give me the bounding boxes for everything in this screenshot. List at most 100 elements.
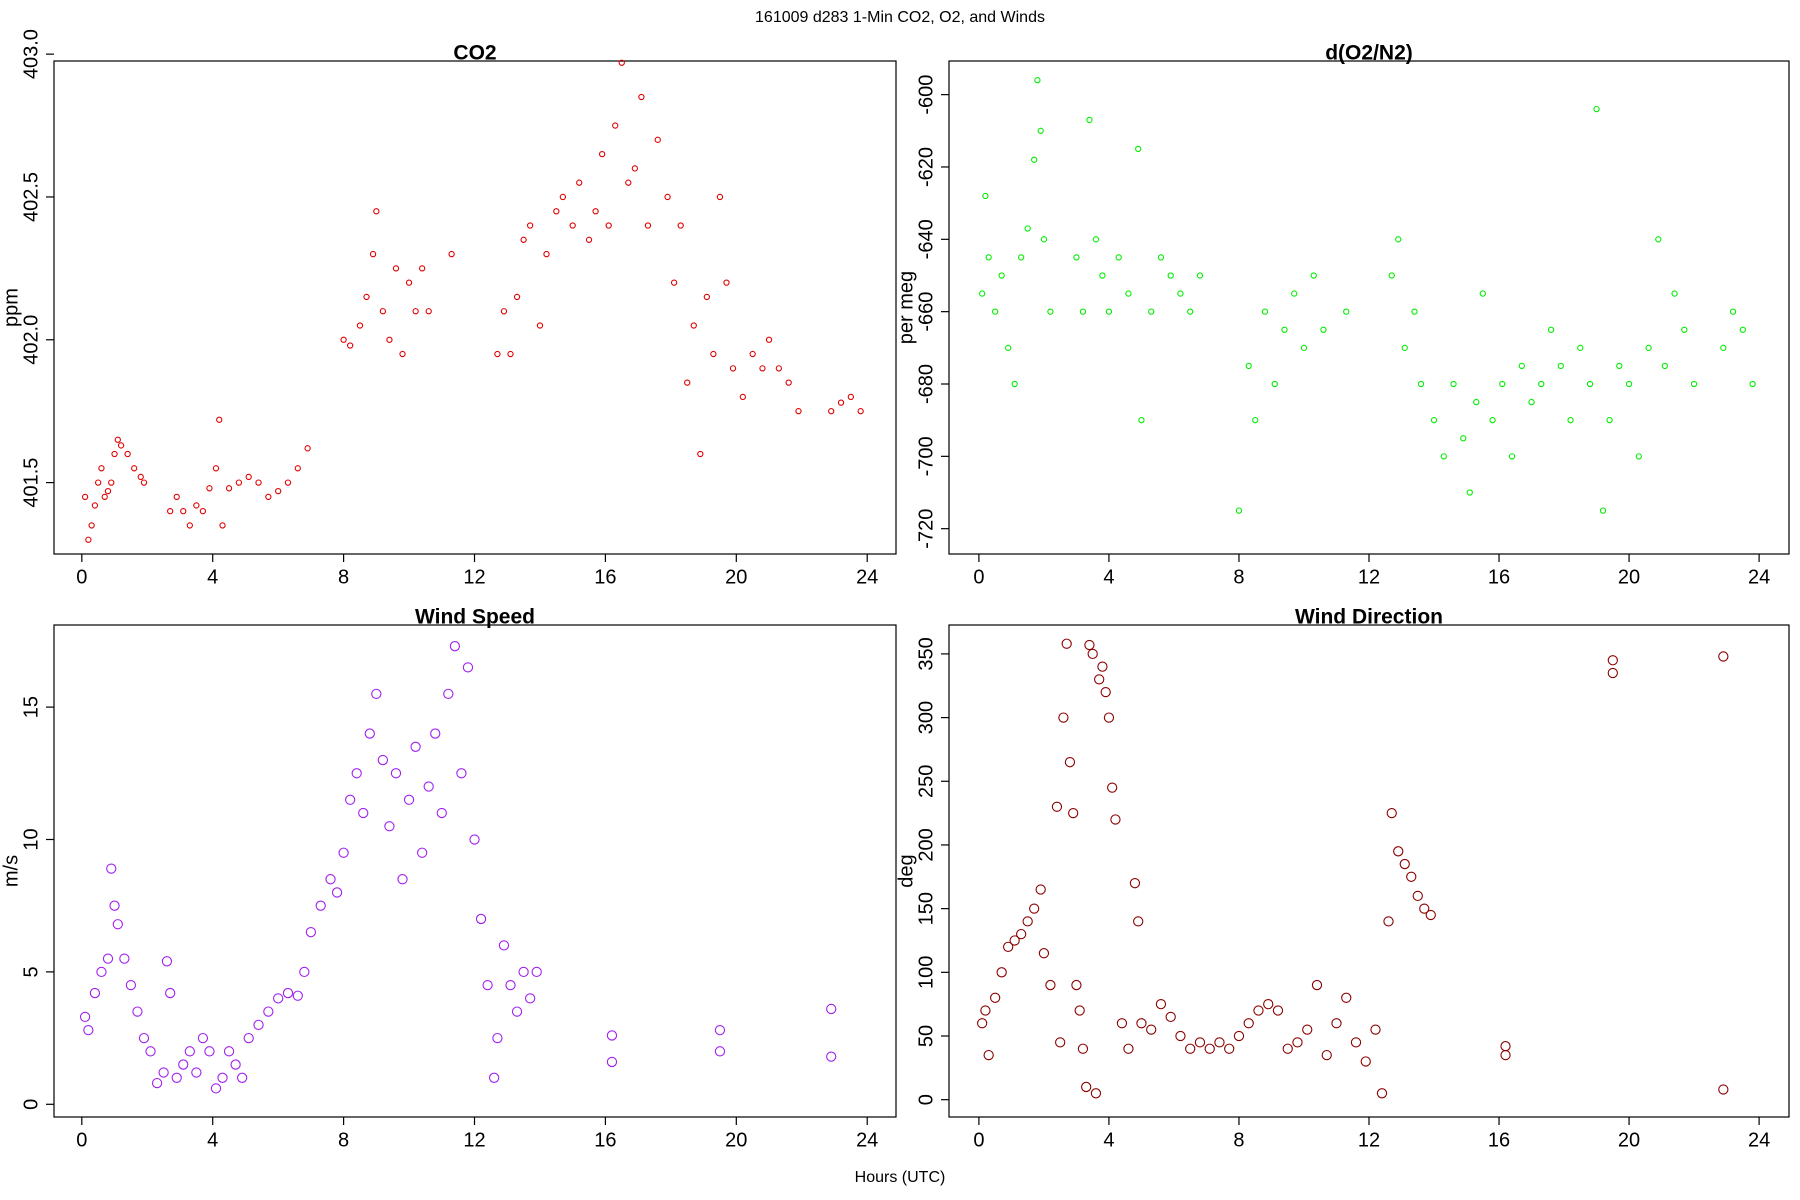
data-point	[1489, 417, 1496, 424]
data-point	[1040, 236, 1048, 243]
data-point	[384, 821, 395, 832]
data-point	[990, 992, 1001, 1003]
data-point	[612, 122, 619, 129]
data-point	[347, 342, 354, 349]
data-point	[826, 1051, 837, 1062]
data-point	[507, 350, 514, 358]
data-point	[131, 465, 138, 472]
x-tick-label: 16	[594, 566, 616, 588]
data-point	[1406, 871, 1417, 882]
data-point	[1466, 489, 1473, 496]
data-point	[140, 479, 148, 486]
data-point	[1261, 308, 1269, 315]
data-point	[1064, 757, 1076, 768]
data-point	[1165, 1011, 1176, 1023]
y-tick-label: -680	[915, 364, 937, 404]
data-point	[109, 900, 120, 911]
data-point	[392, 265, 400, 272]
data-point	[1024, 225, 1031, 232]
data-point	[1321, 1049, 1332, 1061]
x-tick-label: 12	[1358, 1129, 1380, 1151]
data-point	[765, 336, 773, 343]
y-tick-label: 100	[915, 956, 937, 989]
data-point	[305, 927, 317, 938]
data-point	[325, 874, 336, 885]
data-point	[412, 308, 419, 315]
data-point	[1103, 712, 1115, 723]
data-point	[759, 365, 766, 372]
data-point	[1518, 362, 1525, 370]
data-point	[1311, 979, 1323, 991]
data-point	[1401, 344, 1408, 351]
data-point	[265, 493, 272, 501]
data-point	[85, 536, 92, 543]
data-point	[1038, 948, 1050, 959]
data-point	[101, 493, 108, 501]
data-point	[235, 479, 243, 486]
y-tick-label: 403.0	[20, 29, 42, 79]
data-point	[1263, 999, 1274, 1010]
data-point	[598, 150, 606, 158]
data-point	[1538, 380, 1545, 388]
x-tick-label: 12	[463, 566, 485, 588]
data-point	[644, 222, 652, 229]
data-point	[448, 250, 455, 258]
data-point	[1599, 507, 1607, 514]
data-point	[167, 508, 174, 515]
data-point	[1204, 1043, 1215, 1054]
data-point	[158, 1067, 169, 1078]
data-point	[364, 728, 375, 739]
data-point	[498, 940, 510, 951]
data-point	[284, 479, 292, 486]
data-point	[79, 1011, 91, 1023]
data-point	[1419, 903, 1430, 914]
data-point	[775, 365, 782, 372]
data-point	[1440, 453, 1447, 460]
data-point	[828, 408, 835, 415]
x-tick-label: 4	[207, 1129, 218, 1151]
y-tick-label: 402.5	[20, 172, 42, 222]
data-point	[151, 1077, 163, 1089]
data-point	[723, 279, 730, 286]
data-point	[184, 1046, 195, 1057]
data-point	[1425, 909, 1436, 921]
data-point	[553, 208, 560, 215]
data-point	[390, 768, 402, 779]
y-tick-label: -600	[915, 75, 937, 115]
data-point	[1029, 903, 1040, 914]
data-point	[1177, 290, 1184, 297]
data-point	[98, 465, 105, 472]
y-tick-label: -660	[915, 292, 937, 332]
data-point	[1235, 507, 1243, 514]
data-point	[1508, 453, 1516, 460]
data-point	[1430, 417, 1438, 424]
data-point	[684, 379, 691, 386]
data-point	[697, 450, 704, 458]
x-tick-label: 24	[1748, 566, 1770, 588]
data-point	[1411, 308, 1418, 315]
panel-title: CO2	[453, 42, 496, 65]
data-point	[996, 967, 1007, 978]
data-point	[749, 350, 756, 358]
data-point	[345, 794, 356, 805]
data-point	[1224, 1043, 1235, 1054]
data-point	[397, 874, 408, 885]
y-tick-label: -640	[915, 219, 937, 259]
y-tick-label: 402.0	[20, 315, 42, 365]
plot-frame	[948, 60, 1790, 555]
data-point	[826, 1003, 837, 1015]
data-point	[1058, 712, 1069, 723]
data-point	[356, 322, 364, 329]
data-point	[410, 741, 421, 752]
data-point	[423, 781, 434, 792]
data-point	[369, 250, 377, 258]
y-tick-label: 200	[915, 828, 937, 861]
data-point	[1047, 308, 1054, 315]
data-point	[1018, 254, 1025, 261]
plot-frame	[53, 624, 897, 1118]
x-tick-label: 20	[1618, 566, 1640, 588]
data-point	[1567, 417, 1574, 424]
data-point	[795, 408, 802, 415]
data-point	[1123, 1043, 1134, 1054]
data-point	[1097, 661, 1108, 672]
